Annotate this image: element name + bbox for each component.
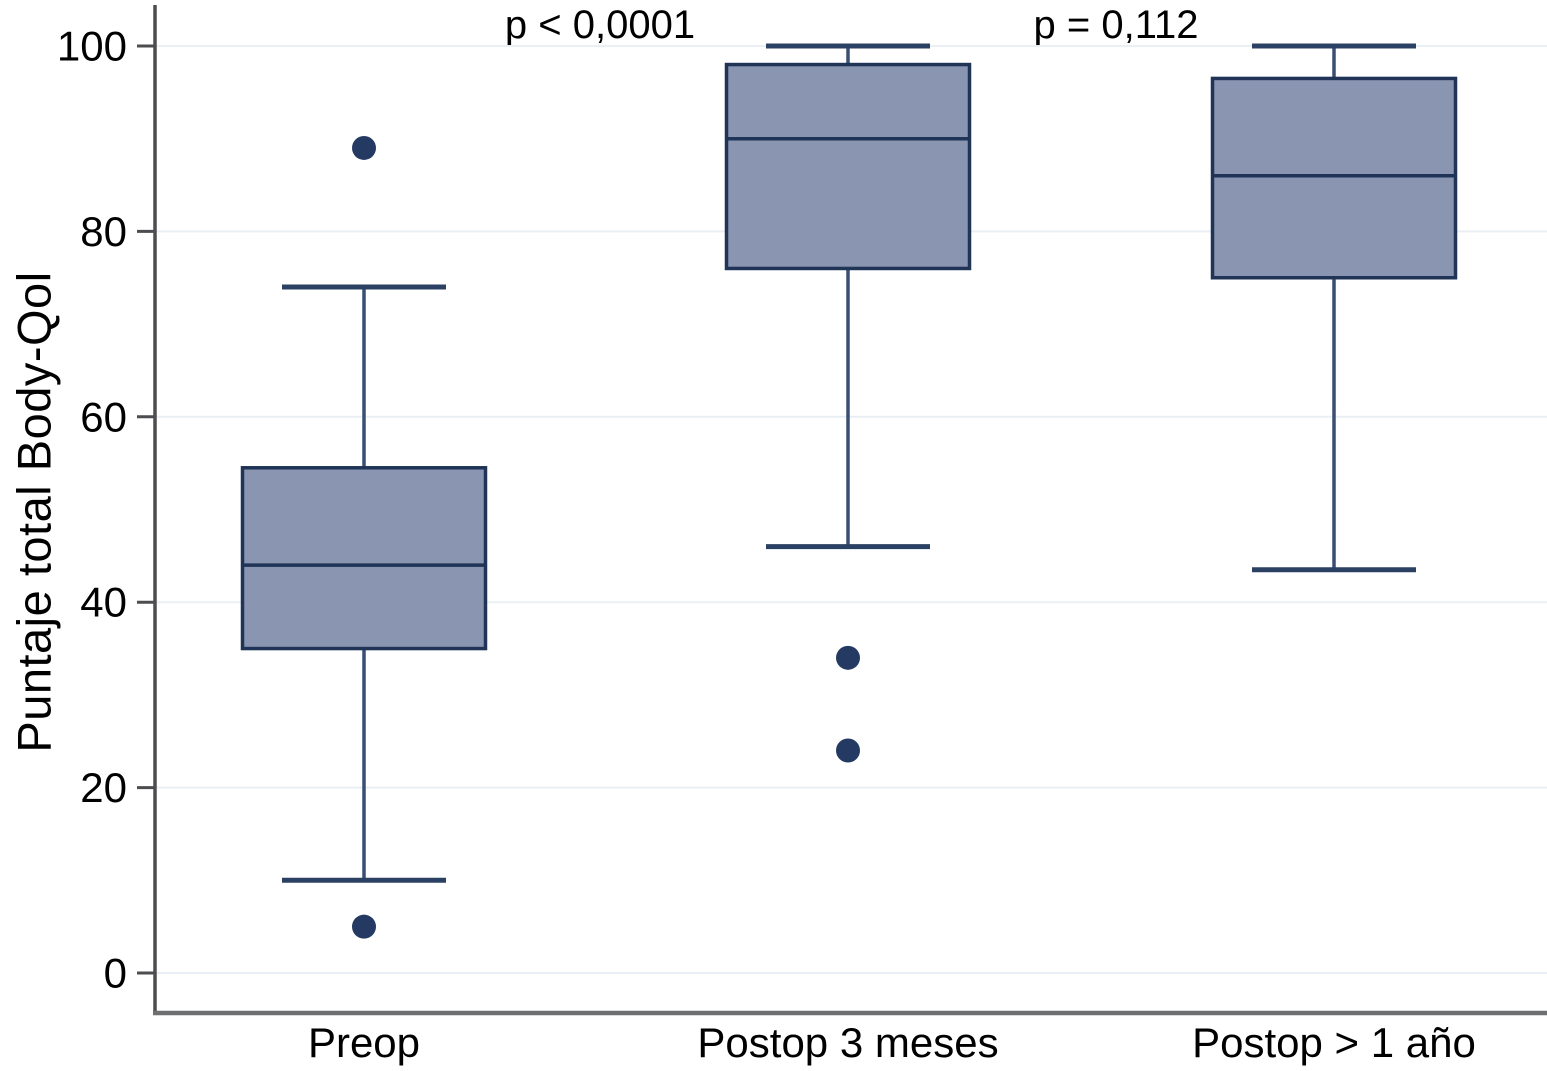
box <box>1210 76 1458 280</box>
y-tick-label: 60 <box>80 393 127 440</box>
x-category-label: Postop 3 meses <box>697 1019 998 1066</box>
p-value-annotation-2: p = 0,112 <box>1033 3 1199 47</box>
outlier-dot <box>352 135 376 160</box>
outlier-dot <box>836 738 860 763</box>
outlier-dot <box>836 645 860 670</box>
box <box>724 62 972 271</box>
y-tick-label: 80 <box>80 208 127 255</box>
y-tick-label: 20 <box>80 764 127 811</box>
x-category-label: Preop <box>308 1019 420 1066</box>
x-category-label: Postop > 1 año <box>1192 1019 1476 1066</box>
box <box>240 466 488 651</box>
y-tick-label: 0 <box>104 950 127 997</box>
y-tick-label: 100 <box>57 23 127 70</box>
p-value-annotation-1: p < 0,0001 <box>504 3 696 47</box>
y-tick-label: 40 <box>80 579 127 626</box>
outlier-dot <box>352 914 376 939</box>
